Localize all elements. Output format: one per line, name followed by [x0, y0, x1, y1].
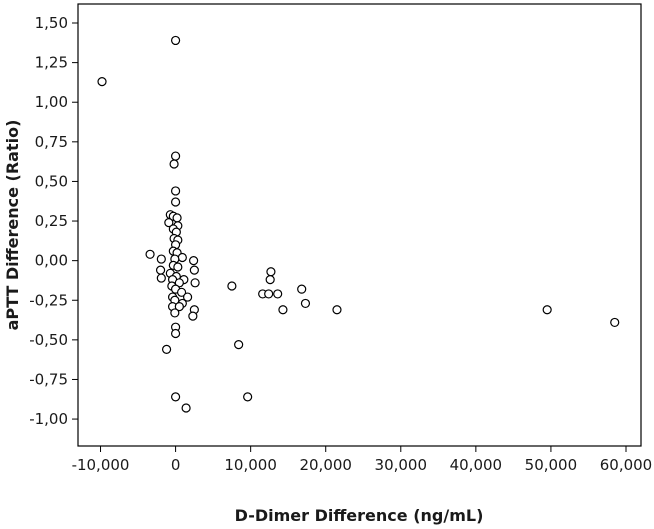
y-tick-label: 0,75 — [35, 133, 68, 151]
data-point — [181, 403, 191, 413]
data-point — [176, 287, 187, 297]
y-axis-title: aPTT Difference (Ratio) — [3, 120, 22, 331]
data-point — [156, 273, 166, 283]
data-point — [190, 278, 200, 288]
data-point — [182, 292, 193, 302]
data-point — [332, 305, 342, 315]
data-point — [170, 35, 181, 46]
data-point — [297, 284, 307, 294]
data-point — [265, 275, 275, 285]
data-points — [97, 35, 620, 413]
data-point — [170, 151, 181, 161]
y-tick-label: -0,50 — [29, 331, 68, 349]
data-point — [170, 392, 181, 402]
data-point — [300, 298, 311, 309]
data-point — [610, 317, 620, 328]
x-tick-label: 0 — [171, 456, 181, 474]
y-tick-label: -0,25 — [29, 291, 68, 309]
x-axis: -10,000 0 10,000 20,000 30,000 40,000 50,000 60… — [72, 446, 653, 474]
data-point — [227, 281, 237, 291]
data-point — [278, 305, 288, 315]
data-point — [189, 265, 199, 275]
data-point — [145, 249, 155, 259]
plot-frame — [77, 3, 642, 447]
data-point — [273, 289, 283, 299]
x-tick-label: 10,000 — [224, 456, 277, 474]
x-tick-label: 40,000 — [450, 456, 503, 474]
y-tick-label: 1,00 — [35, 93, 68, 111]
data-point — [169, 159, 179, 169]
y-tick-label: 0,00 — [35, 252, 68, 270]
data-point — [155, 265, 166, 275]
y-tick-label: 1,25 — [35, 54, 68, 72]
x-tick-label: 20,000 — [299, 456, 352, 474]
data-point — [234, 340, 244, 350]
x-tick-label: 60,000 — [600, 456, 653, 474]
y-axis: -1,00 -0,75 -0,50 -0,25 0,00 0,25 0,50 0,75 1,00… — [29, 14, 78, 428]
data-point — [170, 308, 180, 318]
data-point — [542, 305, 552, 315]
data-point — [156, 254, 166, 264]
data-point — [188, 311, 198, 321]
data-point — [189, 256, 199, 266]
y-tick-label: -0,75 — [29, 370, 68, 388]
data-point — [170, 186, 181, 196]
y-tick-label: -1,00 — [29, 410, 68, 428]
data-point — [264, 289, 274, 299]
y-tick-label: 1,50 — [35, 14, 68, 32]
data-point — [266, 267, 276, 277]
data-point — [177, 252, 187, 263]
data-point — [164, 218, 174, 228]
data-point — [170, 197, 181, 207]
data-point — [97, 77, 107, 87]
data-point — [170, 328, 181, 339]
x-axis-title: D-Dimer Difference (ng/mL) — [235, 506, 484, 525]
data-point — [173, 262, 183, 272]
data-point — [172, 213, 182, 223]
data-point — [243, 392, 253, 402]
x-tick-label: -10,000 — [72, 456, 130, 474]
data-point — [174, 301, 184, 312]
x-tick-label: 30,000 — [375, 456, 428, 474]
data-point — [161, 344, 172, 354]
y-tick-label: 0,25 — [35, 212, 68, 230]
y-tick-label: 0,50 — [35, 172, 68, 190]
x-tick-label: 50,000 — [525, 456, 578, 474]
